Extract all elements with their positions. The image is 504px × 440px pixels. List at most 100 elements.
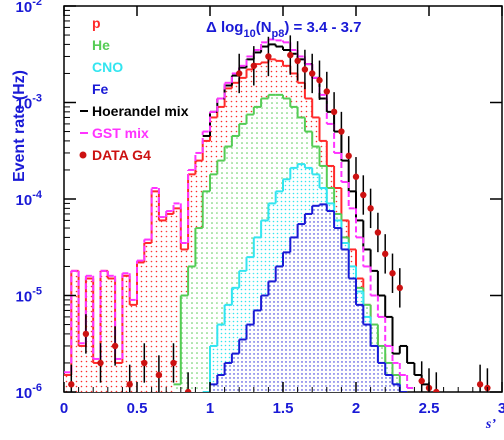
bar-fill xyxy=(290,237,298,392)
bar-fill xyxy=(224,304,232,392)
y-tick-label: 10-3 xyxy=(16,93,42,113)
bar-fill xyxy=(210,174,218,392)
bar-fill xyxy=(122,275,130,392)
data-point xyxy=(374,229,382,236)
data-point xyxy=(360,191,367,199)
legend-dot-marker xyxy=(79,151,87,159)
legend-item-data-g4: DATA G4 xyxy=(79,147,151,163)
data-point xyxy=(294,57,301,65)
series-data-g4 xyxy=(68,35,491,392)
bar-fill xyxy=(356,304,364,392)
x-tick-label: 0 xyxy=(60,400,68,417)
data-point xyxy=(287,51,294,59)
bar-fill xyxy=(246,114,254,392)
legend: p He CNO Fe Hoerandel mix GST mix DATA G4 xyxy=(79,15,189,163)
bar-fill xyxy=(334,228,342,392)
legend-item-p: p xyxy=(92,15,101,31)
bar-fill xyxy=(312,205,320,392)
series-layer xyxy=(64,35,491,392)
bar-fill xyxy=(158,220,167,392)
legend-label: Fe xyxy=(92,81,109,97)
bar-fill xyxy=(137,262,145,392)
x-tick-label: 1 xyxy=(206,400,214,417)
bar-fill xyxy=(115,362,123,392)
y-tick-label: 10-5 xyxy=(16,286,42,306)
x-tick-label: 0.5 xyxy=(127,400,148,417)
data-point xyxy=(155,371,163,379)
data-point xyxy=(309,70,316,77)
y-tick-label: 10-4 xyxy=(16,189,43,209)
bar-fill xyxy=(173,384,181,392)
bar-fill xyxy=(129,304,137,392)
bar-fill xyxy=(217,375,225,392)
bar-fill xyxy=(246,324,254,392)
bar-fill xyxy=(377,362,386,392)
bar-fill xyxy=(239,339,247,392)
data-point xyxy=(301,66,309,73)
bar-fill xyxy=(166,213,174,392)
data-point xyxy=(141,359,148,367)
bar-fill xyxy=(85,278,94,392)
bar-fill xyxy=(100,270,108,392)
data-point xyxy=(111,342,119,350)
legend-label: p xyxy=(92,15,101,31)
data-point xyxy=(367,205,374,212)
bar-fill xyxy=(210,384,218,392)
data-point xyxy=(418,377,425,385)
x-tick-label: 2.5 xyxy=(419,400,440,417)
legend-label: CNO xyxy=(92,59,123,75)
bar-fill xyxy=(326,211,335,392)
bar-fill xyxy=(64,375,72,392)
bar-fill xyxy=(173,208,181,392)
bar-fill xyxy=(239,123,247,392)
bar-fill xyxy=(93,362,101,392)
x-tick-label: 3 xyxy=(498,400,504,417)
bar-fill xyxy=(180,295,189,392)
bar-fill xyxy=(370,345,378,392)
y-tick-label: 10-6 xyxy=(16,382,42,402)
data-point xyxy=(82,330,90,338)
data-point xyxy=(250,62,257,70)
bar-fill xyxy=(253,310,262,392)
bar-fill xyxy=(231,135,240,392)
data-point xyxy=(433,388,440,392)
bar-fill xyxy=(363,324,371,392)
bar-fill xyxy=(348,278,356,392)
data-point xyxy=(265,53,272,60)
legend-item-gst-mix: GST mix xyxy=(80,125,149,141)
legend-item-cno: CNO xyxy=(92,59,123,75)
data-point xyxy=(330,108,338,116)
bar-fill xyxy=(268,281,276,392)
bar-fill xyxy=(341,249,349,392)
legend-item-he: He xyxy=(92,37,110,53)
bar-fill xyxy=(275,266,283,392)
data-point xyxy=(323,88,330,95)
bar-fill xyxy=(239,270,247,392)
data-point xyxy=(389,270,396,277)
bar-fill xyxy=(392,384,400,392)
data-point xyxy=(476,381,484,388)
bar-fill xyxy=(217,324,225,392)
legend-item-fe: Fe xyxy=(92,81,109,97)
data-point xyxy=(338,128,345,135)
data-point xyxy=(184,388,192,392)
bar-fill xyxy=(202,191,210,392)
selection-label: Δ log10(Np8) = 3.4 - 3.7 xyxy=(206,19,362,40)
data-point xyxy=(382,250,389,258)
x-tick-label: 2 xyxy=(352,400,360,417)
data-point xyxy=(345,152,352,160)
bar-fill xyxy=(319,204,327,392)
bar-fill xyxy=(283,252,291,392)
data-point xyxy=(170,359,177,367)
bar-fill xyxy=(224,146,232,392)
bar-fill xyxy=(297,224,305,392)
axis-layer: 0 0.5 1 1.5 2 2.5 3 10-6 10-5 10-4 10-3 10-2 xyxy=(16,0,504,417)
bar-fill xyxy=(107,278,116,392)
series-fe xyxy=(210,203,408,392)
bar-fill xyxy=(231,353,240,392)
bar-fill xyxy=(261,295,269,392)
y-axis-label: Event rate (Hz) xyxy=(11,70,28,182)
bar-fill xyxy=(78,345,86,392)
